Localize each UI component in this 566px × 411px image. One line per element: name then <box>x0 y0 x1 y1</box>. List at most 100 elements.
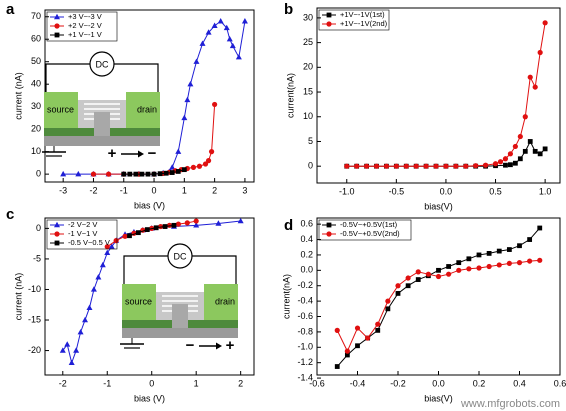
substrate <box>44 136 160 146</box>
y-tick-label: 5 <box>308 136 313 146</box>
legend-label: +3 V~-3 V <box>68 12 102 21</box>
layer <box>162 300 198 302</box>
marker <box>121 171 127 177</box>
marker <box>193 218 199 224</box>
marker <box>415 277 421 282</box>
marker <box>211 22 218 28</box>
marker <box>413 163 419 169</box>
legend-label: -1 V~1 V <box>68 229 97 238</box>
series <box>104 218 199 250</box>
marker <box>171 222 177 228</box>
marker <box>506 260 512 267</box>
marker <box>193 58 200 64</box>
marker <box>405 283 411 289</box>
marker <box>466 256 472 262</box>
marker <box>532 148 538 154</box>
y-tick-label: 0.4 <box>300 234 313 244</box>
watermark: www.mfgrobots.com <box>460 398 560 410</box>
marker <box>496 262 502 268</box>
x-tick-label: 2 <box>212 185 217 195</box>
marker <box>463 163 469 169</box>
marker <box>522 148 528 154</box>
dc-label: DC <box>96 59 109 69</box>
marker <box>405 275 411 281</box>
marker <box>443 163 449 169</box>
marker <box>527 258 533 264</box>
marker <box>508 162 513 168</box>
y-axis-label: current(nA) <box>281 274 291 319</box>
legend-label: -2 V~2 V <box>68 220 97 229</box>
legend-marker <box>54 23 60 29</box>
x-tick-label: -0.6 <box>309 378 325 388</box>
marker <box>344 352 350 358</box>
x-tick-label: 1 <box>182 185 187 195</box>
y-tick-label: 40 <box>31 79 41 89</box>
y-tick-label: -0.6 <box>297 311 313 321</box>
marker <box>166 222 173 228</box>
y-tick-label: -0.8 <box>297 326 313 336</box>
marker <box>139 171 145 177</box>
marker <box>163 170 169 176</box>
marker <box>486 251 492 256</box>
x-tick-label: -2 <box>59 378 67 388</box>
x-tick-label: 3 <box>242 185 247 195</box>
panel-letter: d <box>284 217 293 234</box>
y-tick-label: -5 <box>33 253 41 263</box>
marker <box>190 164 197 170</box>
marker <box>373 163 380 169</box>
marker <box>181 114 188 121</box>
marker <box>205 29 212 35</box>
marker <box>537 49 543 56</box>
marker <box>395 283 401 289</box>
marker <box>344 163 350 169</box>
marker <box>375 321 381 327</box>
marker <box>90 171 97 177</box>
marker <box>527 139 533 144</box>
marker <box>512 160 518 166</box>
sign: + <box>108 145 117 162</box>
y-tick-label: 20 <box>31 124 41 134</box>
x-tick-label: -1 <box>120 185 128 195</box>
source-pad <box>122 284 156 320</box>
drain-label: drain <box>215 296 235 306</box>
legend-marker <box>326 222 332 228</box>
source-label: source <box>47 104 74 114</box>
sign: + <box>226 337 235 354</box>
x-tick-label: -0.5 <box>389 186 405 196</box>
marker <box>127 233 132 239</box>
marker <box>82 316 89 323</box>
marker <box>73 347 80 353</box>
legend-marker <box>54 221 60 228</box>
x-tick-label: -1 <box>103 378 111 388</box>
marker <box>215 220 222 226</box>
legend-label: -0.5 V~0.5 V <box>68 238 110 247</box>
marker <box>64 341 71 347</box>
dc-source <box>167 243 193 269</box>
y-tick-label: 20 <box>303 62 313 72</box>
x-tick-label: -3 <box>59 185 67 195</box>
legend-marker <box>54 231 60 237</box>
legend-marker <box>54 32 60 38</box>
sign: − <box>148 145 157 162</box>
marker <box>205 158 212 164</box>
marker <box>169 170 175 175</box>
y-tick-label: 30 <box>303 12 313 22</box>
marker <box>344 348 350 354</box>
x-tick-label: -0.4 <box>350 378 366 388</box>
y-axis-label: current (nA) <box>13 72 23 120</box>
marker <box>226 36 233 42</box>
legend-marker <box>54 13 60 20</box>
legend-frame <box>46 11 118 42</box>
legend-marker <box>326 21 332 27</box>
marker <box>537 257 543 263</box>
marker <box>435 273 442 280</box>
y-tick-label: 0 <box>308 161 313 171</box>
marker <box>223 24 230 31</box>
marker <box>199 40 206 46</box>
marker <box>483 162 489 168</box>
marker <box>516 260 523 266</box>
marker <box>415 269 421 275</box>
arrow-head <box>138 150 144 158</box>
panel-letter: b <box>284 1 293 18</box>
marker <box>446 264 452 269</box>
